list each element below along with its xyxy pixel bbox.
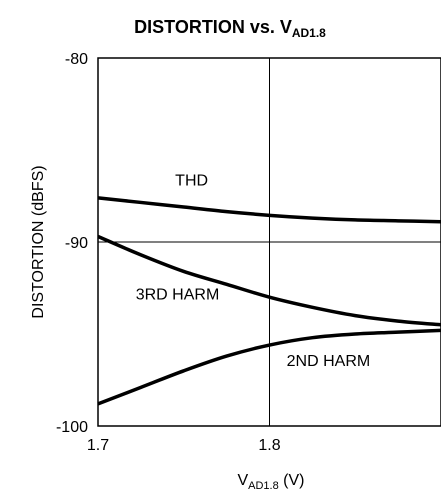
series-lines — [97, 196, 441, 406]
chart-title-main: DISTORTION vs. V — [134, 17, 292, 37]
series-line-3rd-harm — [97, 234, 441, 327]
y-tick-label: -80 — [65, 51, 88, 68]
series-line-thd — [97, 196, 441, 224]
chart-title-sub: AD1.8 — [292, 26, 326, 40]
y-tick-label: -90 — [65, 235, 88, 252]
series-label-thd: THD — [175, 172, 208, 189]
y-axis-label: DISTORTION (dBFS) — [30, 165, 47, 318]
x-axis-label-unit: (V) — [279, 472, 305, 489]
x-tick-label: 1.7 — [87, 437, 109, 454]
series-label-2nd-harm: 2ND HARM — [287, 353, 371, 370]
x-axis-label: VAD1.8 (V) — [237, 472, 304, 492]
x-tick-label: 1.8 — [258, 437, 280, 454]
x-axis-label-main: V — [237, 472, 248, 489]
series-line-2nd-harm — [97, 328, 441, 406]
chart-title: DISTORTION vs. VAD1.8 — [134, 17, 326, 40]
grid-lines — [98, 58, 441, 426]
x-axis-label-sub: AD1.8 — [248, 480, 279, 492]
y-tick-label: -100 — [56, 419, 88, 436]
series-label-3rd-harm: 3RD HARM — [136, 287, 220, 304]
series-labels: THD 3RD HARM 2ND HARM — [136, 172, 370, 369]
